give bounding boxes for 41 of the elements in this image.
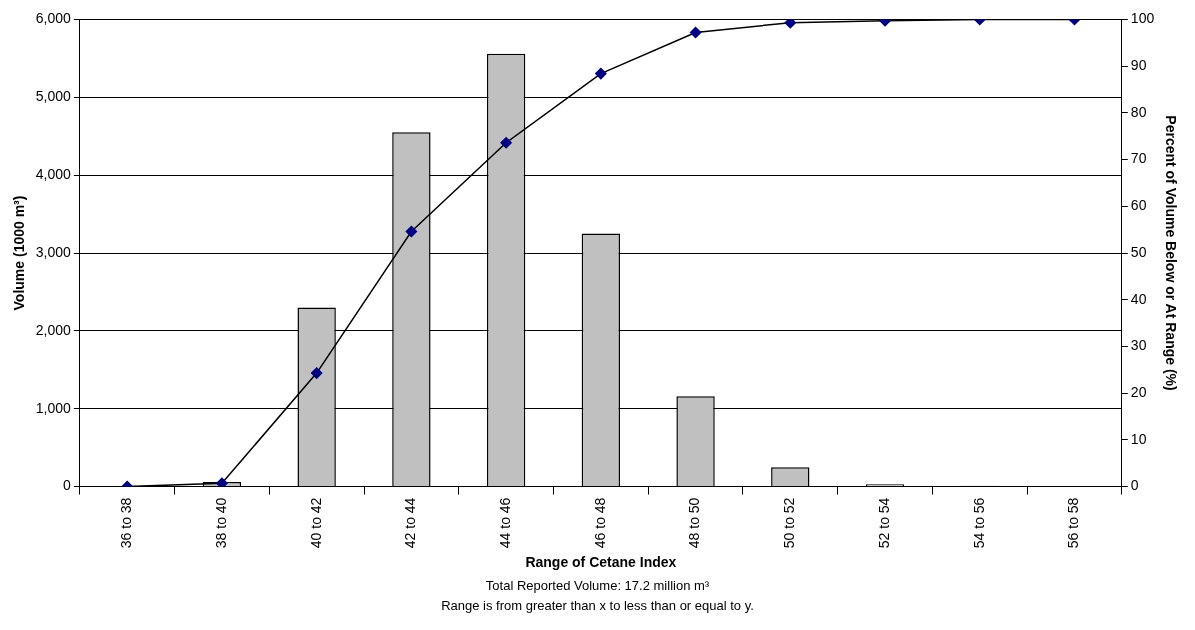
x-tick-label: 36 to 38 xyxy=(118,497,135,549)
point xyxy=(310,367,323,379)
point xyxy=(784,19,797,29)
point xyxy=(500,136,512,149)
x-tick-label: 54 to 56 xyxy=(970,497,987,549)
x-tick-label: 50 to 52 xyxy=(781,497,798,549)
y2-tick-label: 40 xyxy=(1130,290,1147,307)
x-tick-label: 38 to 40 xyxy=(212,497,229,549)
x-tick-label: 48 to 50 xyxy=(686,497,703,549)
point xyxy=(689,26,702,39)
y2-tick-label: 50 xyxy=(1130,243,1147,260)
y2-tick-label: 60 xyxy=(1130,197,1147,214)
text: Total Reported Volume: 17.2 million m³ xyxy=(484,577,711,595)
y2-tick-label: 80 xyxy=(1130,103,1147,120)
y-tick-label: 3,000 xyxy=(35,243,72,260)
y2-tick-label: 70 xyxy=(1130,150,1147,167)
y-tick-label: 1,000 xyxy=(35,399,72,416)
y2-tick-label: 0 xyxy=(1130,477,1139,494)
y-tick-label: 5,000 xyxy=(35,88,72,105)
y2-tick-label: 90 xyxy=(1130,56,1147,73)
y2-axis-title: Percent of Volume Below or At Range (%) xyxy=(1162,115,1179,391)
y-tick-label: 2,000 xyxy=(35,321,72,338)
x-tick-label: 40 to 42 xyxy=(307,497,324,549)
point xyxy=(405,225,418,238)
x-tick-label: 56 to 58 xyxy=(1065,497,1082,549)
y2-tick-label: 10 xyxy=(1130,430,1147,447)
x-tick-label: 42 to 44 xyxy=(402,497,419,549)
y-tick-label: 6,000 xyxy=(35,10,72,27)
y2-tick-label: 100 xyxy=(1130,10,1155,27)
x-tick-label: 44 to 46 xyxy=(496,497,513,549)
text: Range is from greater than x to less than or equal to y. xyxy=(440,597,755,615)
x-tick-label: 52 to 54 xyxy=(875,497,892,549)
y2-tick-label: 30 xyxy=(1130,337,1147,354)
x-tick-label: 46 to 48 xyxy=(591,497,608,549)
y-axis-title: Volume (1000 m³) xyxy=(11,195,28,311)
x-axis-title: Range of Cetane Index xyxy=(525,554,677,571)
point xyxy=(216,477,228,487)
y-tick-label: 0 xyxy=(63,477,72,494)
point xyxy=(595,67,607,80)
y2-tick-label: 20 xyxy=(1130,384,1147,401)
y-tick-label: 4,000 xyxy=(35,165,72,182)
